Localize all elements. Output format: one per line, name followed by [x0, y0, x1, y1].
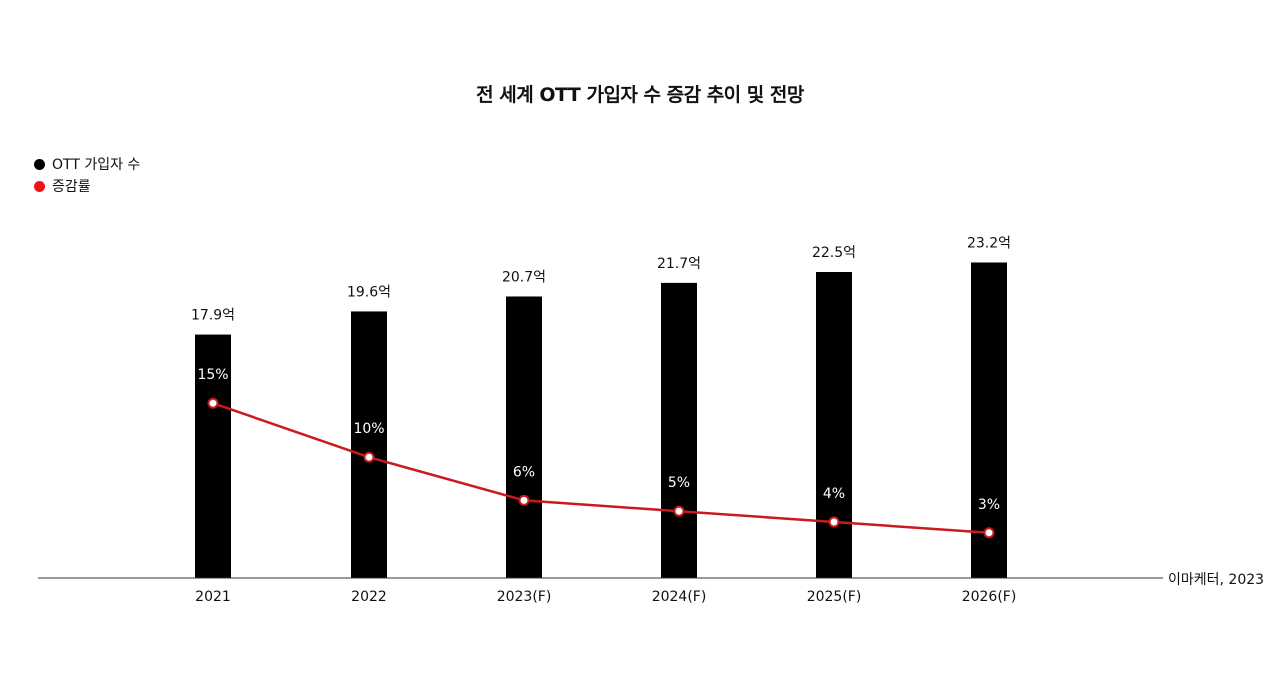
growth-rate-line: [212, 402, 990, 535]
growth-rate-label: 6%: [513, 464, 535, 480]
growth-rate-point: [363, 451, 375, 463]
legend-label-growth-rate: 증감률: [52, 179, 91, 195]
bar-value-label: 19.6억: [347, 284, 391, 300]
bar-value-label: 22.5억: [812, 245, 856, 261]
bar-2024(F): [661, 282, 697, 578]
x-tick-label: 2021: [195, 589, 231, 605]
chart-title: 전 세계 OTT 가입자 수 증감 추이 및 전망: [476, 84, 804, 106]
x-tick-label: 2022: [351, 589, 387, 605]
growth-rate-label: 10%: [353, 421, 384, 437]
growth-rate-label: 15%: [197, 367, 228, 383]
bar-2023(F): [506, 296, 542, 578]
growth-rate-point: [983, 527, 995, 539]
growth-rate-point: [518, 494, 530, 506]
x-tick-label: 2023(F): [497, 589, 552, 605]
growth-rate-point: [828, 516, 840, 528]
growth-rate-label: 3%: [978, 497, 1000, 513]
legend-item-growth-rate: 증감률: [34, 176, 91, 196]
x-tick-label: 2026(F): [962, 589, 1017, 605]
bar-value-label: 17.9억: [191, 308, 235, 324]
growth-rate-point: [673, 505, 685, 517]
x-tick-label: 2024(F): [652, 589, 707, 605]
bar-2025(F): [816, 272, 852, 578]
growth-rate-point: [207, 397, 219, 409]
source-label: 이마케터, 2023: [1168, 572, 1265, 588]
bar-2022: [351, 311, 387, 578]
growth-rate-label: 5%: [668, 475, 690, 491]
bar-2021: [195, 334, 231, 578]
bar-value-label: 23.2억: [967, 235, 1011, 251]
bar-value-label: 20.7억: [502, 269, 546, 285]
x-tick-label: 2025(F): [807, 589, 862, 605]
legend-item-subscribers: OTT 가입자 수: [34, 154, 140, 174]
legend-label-subscribers: OTT 가입자 수: [52, 157, 141, 173]
growth-rate-label: 4%: [823, 486, 845, 502]
legend-marker-growth-rate: [34, 180, 45, 192]
bar-value-label: 21.7억: [657, 256, 701, 272]
legend-marker-subscribers: [34, 158, 45, 170]
bar-2026(F): [971, 262, 1007, 578]
